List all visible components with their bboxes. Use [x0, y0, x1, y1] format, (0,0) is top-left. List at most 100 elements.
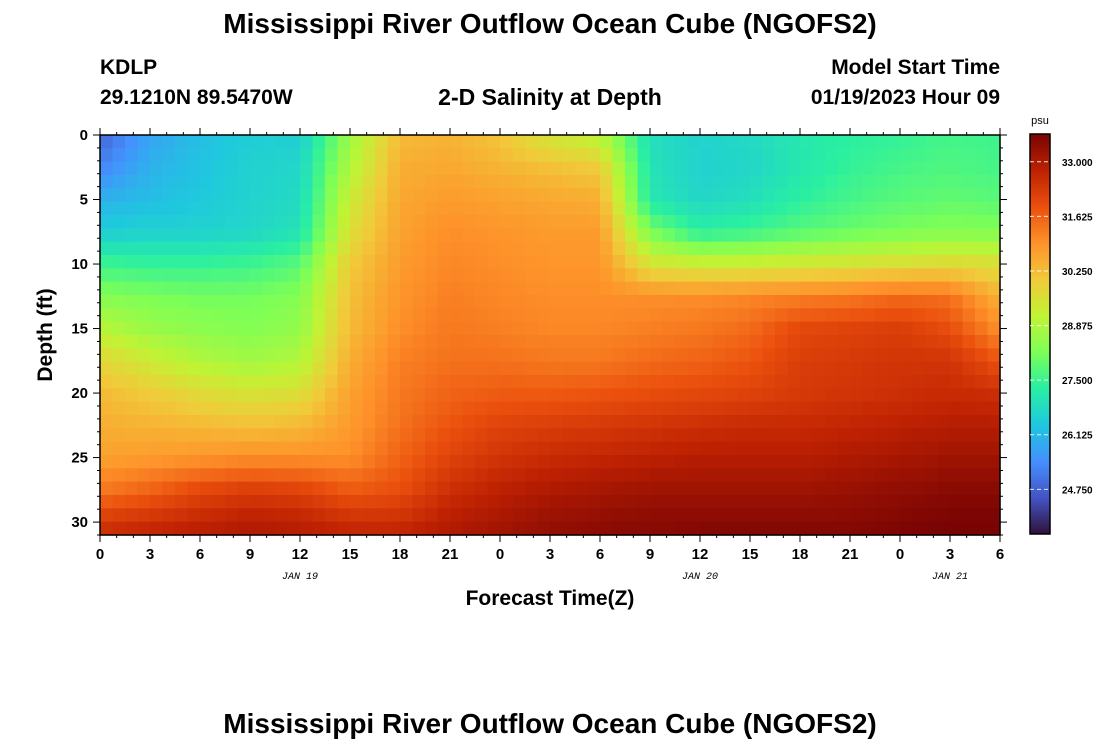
heatmap-cell: [725, 521, 739, 536]
heatmap-cell: [925, 388, 939, 403]
heatmap-cell: [187, 175, 201, 189]
heatmap-cell: [887, 188, 901, 203]
heatmap-cell: [262, 481, 276, 496]
model-start-label: Model Start Time: [831, 56, 1000, 79]
heatmap-cell: [487, 335, 501, 349]
heatmap-cell: [200, 375, 214, 389]
heatmap-cell: [600, 228, 614, 243]
heatmap-cell: [137, 188, 151, 203]
heatmap-cell: [312, 468, 326, 483]
heatmap-cell: [925, 468, 939, 483]
heatmap-cell: [550, 468, 564, 483]
heatmap-cell: [500, 148, 514, 163]
heatmap-cell: [625, 388, 639, 403]
heatmap-cell: [450, 388, 464, 403]
heatmap-cell: [800, 201, 814, 216]
heatmap-cell: [287, 241, 301, 256]
heatmap-cell: [562, 375, 576, 389]
heatmap-cell: [587, 135, 601, 149]
heatmap-cell: [637, 175, 651, 189]
heatmap-cell: [300, 321, 314, 336]
heatmap-cell: [300, 481, 314, 496]
heatmap-cell: [612, 481, 626, 496]
heatmap-cell: [187, 375, 201, 389]
heatmap-cell: [887, 321, 901, 336]
heatmap-cell: [800, 521, 814, 536]
heatmap-cell: [925, 135, 939, 149]
heatmap-cell: [137, 468, 151, 483]
heatmap-cell: [200, 321, 214, 336]
heatmap-cell: [525, 441, 539, 456]
heatmap-cell: [537, 308, 551, 323]
heatmap-cell: [662, 295, 676, 309]
heatmap-cell: [575, 388, 589, 403]
heatmap-cell: [300, 335, 314, 349]
heatmap-cell: [425, 401, 439, 416]
heatmap-cell: [350, 281, 364, 296]
heatmap-cell: [237, 241, 251, 256]
heatmap-cell: [137, 495, 151, 509]
heatmap-cell: [350, 188, 364, 203]
heatmap-cell: [287, 415, 301, 429]
heatmap-cell: [850, 348, 864, 363]
heatmap-cell: [550, 361, 564, 376]
heatmap-cell: [325, 188, 339, 203]
heatmap-cell: [337, 308, 351, 323]
heatmap-cell: [112, 415, 126, 429]
heatmap-cell: [537, 135, 551, 149]
heatmap-cell: [200, 215, 214, 229]
heatmap-cell: [512, 135, 526, 149]
heatmap-cell: [925, 335, 939, 349]
heatmap-cell: [162, 175, 176, 189]
heatmap-cell: [150, 375, 164, 389]
heatmap-cell: [137, 481, 151, 496]
heatmap-cell: [837, 148, 851, 163]
heatmap-cell: [550, 255, 564, 269]
heatmap-cell: [625, 255, 639, 269]
heatmap-cell: [475, 521, 489, 536]
heatmap-cell: [187, 441, 201, 456]
heatmap-cell: [400, 401, 414, 416]
heatmap-cell: [212, 468, 226, 483]
heatmap-cell: [387, 388, 401, 403]
heatmap-cell: [462, 335, 476, 349]
heatmap-cell: [387, 521, 401, 536]
heatmap-cell: [825, 295, 839, 309]
heatmap-cell: [737, 375, 751, 389]
heatmap-cell: [725, 401, 739, 416]
heatmap-cell: [875, 401, 889, 416]
heatmap-cell: [737, 361, 751, 376]
heatmap-cell: [412, 281, 426, 296]
heatmap-cell: [912, 455, 926, 469]
heatmap-cell: [737, 228, 751, 243]
heatmap-cell: [300, 521, 314, 536]
x-tick-label: 12: [292, 546, 309, 563]
heatmap-cell: [250, 295, 264, 309]
heatmap-cell: [925, 255, 939, 269]
heatmap-cell: [550, 308, 564, 323]
heatmap-cell: [350, 255, 364, 269]
heatmap-cell: [437, 161, 451, 176]
heatmap-cell: [262, 321, 276, 336]
heatmap-cell: [937, 188, 951, 203]
heatmap-cell: [487, 255, 501, 269]
heatmap-cell: [887, 415, 901, 429]
heatmap-cell: [300, 348, 314, 363]
heatmap-cell: [262, 255, 276, 269]
heatmap-cell: [962, 175, 976, 189]
heatmap-cell: [762, 401, 776, 416]
heatmap-cell: [925, 241, 939, 256]
heatmap-cell: [237, 508, 251, 523]
heatmap-cell: [850, 361, 864, 376]
heatmap-cell: [150, 175, 164, 189]
heatmap-cell: [112, 375, 126, 389]
heatmap-cell: [137, 521, 151, 536]
heatmap-cell: [425, 188, 439, 203]
heatmap-cell: [487, 388, 501, 403]
heatmap-cell: [375, 135, 389, 149]
heatmap-cell: [300, 281, 314, 296]
heatmap-cell: [775, 468, 789, 483]
heatmap-cell: [550, 201, 564, 216]
heatmap-cell: [362, 295, 376, 309]
heatmap-cell: [975, 388, 989, 403]
